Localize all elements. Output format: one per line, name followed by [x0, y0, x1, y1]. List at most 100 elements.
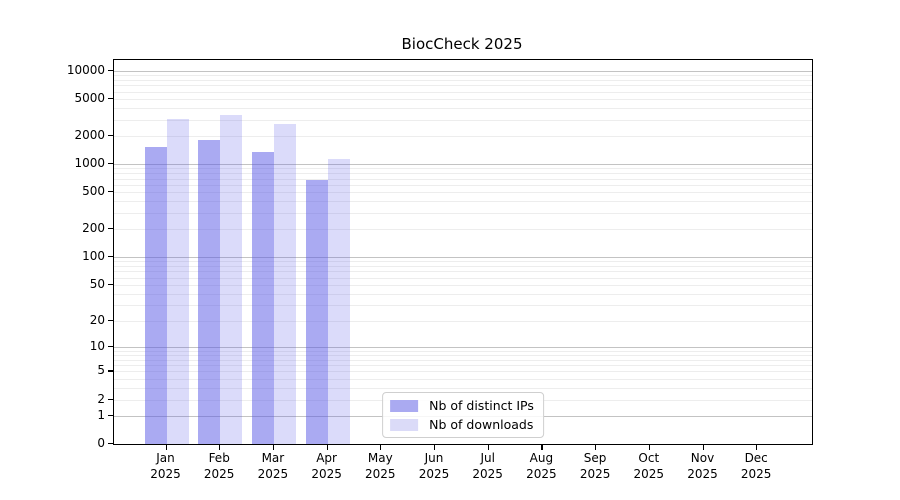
minor-gridline: [114, 201, 812, 203]
x-tick-label: Nov 2025: [673, 450, 733, 482]
minor-gridline: [114, 168, 812, 170]
y-tick-label: 500: [82, 184, 105, 199]
minor-gridline: [114, 371, 812, 373]
y-tick-mark: [108, 398, 113, 400]
y-tick-label: 10000: [66, 62, 105, 77]
x-tick-mark: [434, 445, 436, 450]
minor-gridline: [114, 91, 812, 93]
y-tick-label: 1000: [74, 156, 105, 171]
major-gridline: [114, 164, 812, 166]
y-tick-label: 2: [97, 391, 105, 406]
x-tick-year: 2025: [526, 467, 557, 481]
minor-gridline: [114, 192, 812, 194]
x-tick-year: 2025: [633, 467, 665, 481]
legend-label-downloads: Nb of downloads: [429, 417, 534, 432]
y-tick-mark: [108, 191, 113, 193]
x-tick-label: Sep 2025: [565, 450, 625, 482]
x-tick-year: 2025: [579, 467, 611, 481]
x-tick-year: 2025: [365, 467, 396, 481]
x-tick-label: Jun 2025: [404, 450, 464, 482]
x-tick-month: Sep: [583, 451, 607, 465]
bar-feb-distinct-ips: [198, 140, 221, 444]
x-tick-label: Oct 2025: [619, 450, 679, 482]
major-gridline: [114, 346, 812, 348]
minor-gridline: [114, 173, 812, 175]
y-tick-mark: [108, 319, 113, 321]
minor-gridline: [114, 85, 812, 87]
x-tick-year: 2025: [150, 467, 181, 481]
minor-gridline: [114, 184, 812, 186]
minor-gridline: [114, 365, 812, 367]
minor-gridline: [114, 108, 812, 110]
x-tick-mark: [541, 445, 543, 450]
x-tick-label: Aug 2025: [511, 450, 571, 482]
y-tick-mark: [108, 135, 113, 137]
minor-gridline: [114, 119, 812, 121]
x-tick-month: Feb: [208, 451, 230, 465]
legend-swatch-downloads: [390, 418, 419, 431]
minor-gridline: [114, 355, 812, 357]
minor-gridline: [114, 99, 812, 101]
y-tick-label: 5: [97, 363, 105, 378]
x-tick-mark: [487, 445, 489, 450]
minor-gridline: [114, 293, 812, 295]
chart-title: BiocCheck 2025: [401, 35, 523, 53]
x-tick-label: Jul 2025: [458, 450, 518, 482]
minor-gridline: [114, 75, 812, 77]
minor-gridline: [114, 271, 812, 273]
x-tick-mark: [648, 445, 650, 450]
x-tick-year: 2025: [472, 467, 503, 481]
x-tick-year: 2025: [203, 467, 235, 481]
x-tick-label: Mar 2025: [243, 450, 303, 482]
bar-feb-downloads: [220, 115, 243, 444]
x-tick-month: Apr: [316, 451, 337, 465]
x-tick-month: Dec: [744, 451, 768, 465]
minor-gridline: [114, 277, 812, 279]
legend-entry-distinct-ips: Nb of distinct IPs: [390, 398, 534, 413]
x-tick-mark: [272, 445, 275, 450]
y-tick-mark: [108, 414, 113, 417]
y-tick-mark: [108, 69, 113, 72]
y-tick-mark: [108, 256, 113, 258]
x-tick-year: 2025: [418, 467, 450, 481]
minor-gridline: [114, 387, 812, 389]
minor-gridline: [114, 266, 812, 268]
x-tick-mark: [326, 445, 328, 450]
y-tick-label: 0: [97, 436, 105, 450]
x-tick-mark: [219, 445, 221, 450]
x-tick-mark: [165, 445, 167, 450]
minor-gridline: [114, 229, 812, 231]
x-tick-label: Feb 2025: [189, 450, 249, 482]
x-tick-mark: [380, 445, 382, 450]
minor-gridline: [114, 378, 812, 380]
y-tick-label: 5000: [74, 91, 105, 106]
minor-gridline: [114, 284, 812, 286]
x-tick-month: Jan: [156, 451, 175, 465]
y-tick-label: 10: [89, 338, 105, 353]
legend: Nb of distinct IPs Nb of downloads: [382, 392, 544, 438]
y-tick-label: 2000: [74, 128, 105, 143]
x-tick-year: 2025: [740, 467, 772, 481]
y-tick-mark: [108, 443, 113, 445]
x-tick-year: 2025: [311, 467, 342, 481]
x-tick-mark: [595, 445, 597, 450]
minor-gridline: [114, 136, 812, 138]
x-tick-label: Jan 2025: [136, 450, 196, 482]
bar-mar-downloads: [273, 123, 296, 444]
bar-apr-downloads: [327, 158, 350, 444]
x-tick-month: Nov: [690, 451, 715, 465]
minor-gridline: [114, 320, 812, 322]
bar-jan-distinct-ips: [144, 147, 167, 444]
legend-entry-downloads: Nb of downloads: [390, 417, 534, 432]
minor-gridline: [114, 359, 812, 361]
legend-label-distinct-ips: Nb of distinct IPs: [429, 398, 534, 413]
x-tick-month: Oct: [638, 451, 660, 465]
minor-gridline: [114, 350, 812, 352]
x-tick-label: May 2025: [350, 450, 410, 482]
y-tick-mark: [108, 98, 113, 100]
x-tick-mark: [756, 445, 758, 450]
y-tick-label: 100: [82, 249, 105, 264]
legend-swatch-distinct-ips: [390, 399, 419, 412]
x-tick-year: 2025: [257, 467, 289, 481]
